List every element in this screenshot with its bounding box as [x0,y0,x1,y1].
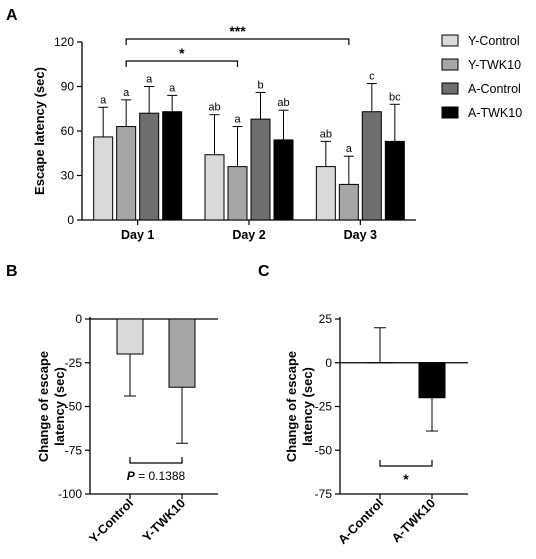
panel-b-letter: B [6,263,18,280]
panel-b-y-axis-label-line: Change of escape [36,351,51,462]
panel-a-y-tick-label: 120 [54,35,74,49]
panel-a-y-tick-label: 60 [61,124,75,138]
significance-letter-y-control-day-3: ab [320,128,332,140]
panel-a-y-axis-label: Escape latency (sec) [32,67,47,195]
panel-a-y-tick-label: 90 [61,80,75,94]
significance-letter-a-twk10-day-2: ab [277,97,289,109]
legend-swatch-a-twk10 [441,106,459,119]
panel-a-category-label: Day 2 [232,228,265,242]
significance-letter-y-twk10-day-3: a [346,143,353,155]
significance-letter-a-twk10-day-3: bc [389,91,401,103]
panel-c-y-tick-label: -50 [315,443,333,457]
significance-letter-a-control-day-1: a [146,74,153,86]
panel-c-comparison-bracket [379,460,433,467]
bar-y-twk10-day-1 [116,126,137,221]
bar-y-control [116,318,144,355]
panel-c-significance-star: * [403,471,409,487]
bar-y-twk10 [168,318,196,388]
panel-c-y-axis-label-line: Change of escape [284,351,299,462]
panel-a-chart: 0 30 60 90 120 Escape latency (sec) Day 1 a a a a D… [32,23,522,242]
significance-stars: *** [229,23,246,39]
panel-b-y-tick-label: -25 [65,356,83,370]
legend-label-y-control: Y-Control [468,34,520,48]
panel-a-y-tick-label: 0 [67,213,74,227]
legend-swatch-y-twk10 [441,58,459,71]
legend-swatch-a-control [441,82,459,95]
panel-c-y-tick-label: 25 [319,312,333,326]
panel-c-y-tick-label: -75 [315,487,333,501]
panel-b-y-tick-label: 0 [75,312,82,326]
bar-a-twk10-day-1 [162,111,183,221]
significance-letter-y-twk10-day-1: a [123,87,130,99]
panel-c-chart: 25 0 -25 -50 -75 Change of escapelatency (sec… [284,312,468,547]
panel-b-y-tick-label: -100 [58,487,82,501]
panel-b-p-number: = 0.1388 [135,469,186,483]
significance-letter-a-control-day-3: c [369,71,375,83]
panel-c-category-label-a-twk10: A-TWK10 [389,496,438,545]
panel-b-category-label-y-control: Y-Control [86,496,136,546]
bar-a-control-day-3 [361,111,382,221]
bar-y-control-day-2 [204,154,225,221]
significance-letter-y-twk10-day-2: a [234,114,241,126]
panel-a-y-tick-label: 30 [61,169,75,183]
bar-a-twk10-day-2 [273,139,294,221]
significance-stars: * [179,45,185,61]
bar-a-twk10 [418,362,446,399]
panel-c-y-axis-label: Change of escapelatency (sec) [284,351,315,462]
panel-b-p-symbol: P [127,469,136,483]
panel-b-y-axis-label: Change of escapelatency (sec) [36,351,67,462]
significance-bracket [125,60,239,67]
bar-a-twk10-day-3 [384,140,405,221]
bar-a-control-day-1 [139,112,160,221]
bar-y-control-day-3 [315,166,336,221]
significance-letter-y-control-day-2: ab [208,102,220,114]
bar-a-control-day-2 [250,118,271,221]
bar-y-twk10-day-3 [338,183,359,221]
significance-bracket [125,38,350,45]
panel-a-category-label: Day 1 [121,228,154,242]
bar-y-control-day-1 [93,136,114,221]
panel-b-y-axis-label-line: latency (sec) [52,367,67,446]
panel-c-y-tick-label: -25 [315,400,333,414]
panel-b-comparison-bracket [129,457,183,464]
panel-b-category-label-y-twk10: Y-TWK10 [140,496,188,544]
bar-y-twk10-day-2 [227,166,248,221]
significance-letter-a-twk10-day-1: a [169,82,176,94]
significance-letter-y-control-day-1: a [100,94,107,106]
panel-c-category-label-a-control: A-Control [335,496,386,547]
legend-label-a-control: A-Control [468,82,521,96]
panel-b-p-value: P = 0.1388 [127,469,186,483]
panel-c-y-tick-label: 0 [325,356,332,370]
panel-a-letter: A [6,7,18,24]
panel-a-category-label: Day 3 [344,228,377,242]
panel-b-y-tick-label: -75 [65,443,83,457]
panel-c-y-axis-label-line: latency (sec) [300,367,315,446]
legend-label-y-twk10: Y-TWK10 [468,58,521,72]
panel-c-letter: C [258,263,270,280]
legend-label-a-twk10: A-TWK10 [468,106,522,120]
panel-b-chart: 0 -25 -50 -75 -100 Change of escapelatency (s… [36,312,218,546]
legend-swatch-y-control [441,34,459,47]
panel-b-y-tick-label: -50 [65,400,83,414]
significance-letter-a-control-day-2: b [257,79,263,91]
